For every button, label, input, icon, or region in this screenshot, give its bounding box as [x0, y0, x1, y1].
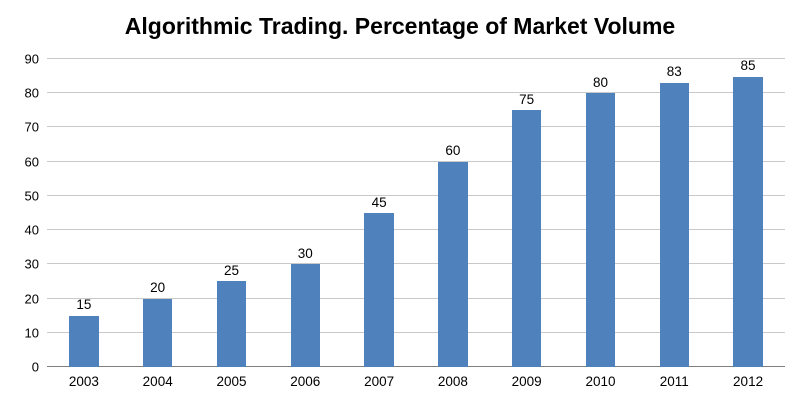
y-tick-label: 60 — [24, 154, 39, 170]
bar-value-label: 75 — [519, 91, 535, 107]
bar-slot: 80 — [564, 59, 638, 367]
bar — [585, 93, 616, 367]
bar-value-label: 85 — [740, 58, 756, 73]
horizontal-gridline — [47, 229, 785, 231]
bar-slot: 15 — [47, 59, 121, 367]
y-tick-label: 30 — [24, 256, 39, 272]
bar-value-label: 25 — [223, 262, 239, 278]
plot-area: 15 20 25 30 45 60 75 80 83 85 — [47, 58, 785, 367]
bar — [142, 298, 173, 367]
bar-slot: 25 — [195, 59, 269, 367]
bar-slot: 30 — [268, 59, 342, 367]
axis-corner — [13, 367, 47, 397]
y-tick-label: 0 — [31, 359, 39, 375]
x-tick-label: 2009 — [511, 374, 542, 389]
horizontal-gridline — [47, 58, 785, 59]
x-tick-label: 2007 — [364, 374, 395, 389]
x-tick-label: 2005 — [216, 374, 247, 389]
bar-value-label: 80 — [592, 74, 608, 90]
bar — [364, 213, 394, 367]
y-tick-label: 40 — [24, 222, 39, 238]
y-tick-label: 10 — [24, 325, 39, 341]
bar — [216, 281, 247, 367]
bar — [69, 315, 99, 367]
x-tick-label: 2006 — [290, 374, 321, 389]
horizontal-gridline — [47, 194, 785, 196]
y-axis: 0 10 20 30 40 50 60 70 80 90 — [13, 53, 47, 374]
horizontal-gridline — [47, 126, 785, 128]
bar — [659, 82, 690, 367]
x-tick-label: 2010 — [585, 374, 616, 389]
bar-value-label: 45 — [371, 194, 387, 210]
y-tick-label: 90 — [24, 51, 39, 67]
x-axis-line — [47, 366, 785, 367]
x-axis: 2003 2004 2005 2006 2007 2008 2009 2010 2011 2012 — [47, 367, 785, 397]
bar-value-label: 83 — [666, 64, 682, 80]
x-tick-label: 2012 — [733, 374, 764, 389]
y-tick-label: 20 — [24, 291, 39, 307]
x-tick-label: 2011 — [659, 374, 689, 389]
bar — [733, 76, 763, 367]
bar-slot: 75 — [490, 59, 564, 367]
x-tick-label: 2003 — [68, 374, 99, 389]
bar-slot: 45 — [342, 59, 416, 367]
horizontal-gridline — [47, 263, 785, 265]
y-tick-label: 70 — [24, 119, 39, 135]
bar-slot: 60 — [416, 59, 490, 367]
horizontal-gridline — [47, 331, 785, 333]
chart-title: Algorithmic Trading. Percentage of Marke… — [124, 13, 676, 39]
bar-slot: 85 — [711, 59, 785, 367]
chart-plot-region: 0 10 20 30 40 50 60 70 80 90 15 20 25 30 45 60 75 80 83 85… — [13, 53, 785, 397]
x-tick-label: 2008 — [437, 374, 468, 389]
bar — [511, 110, 542, 367]
bar-value-label: 20 — [150, 280, 166, 296]
bar-value-label: 15 — [76, 297, 92, 313]
bar-value-label: 60 — [445, 143, 461, 159]
x-tick-label: 2004 — [142, 374, 173, 389]
horizontal-gridline — [47, 160, 785, 162]
horizontal-gridline — [47, 92, 785, 94]
bar-slot: 83 — [637, 59, 711, 367]
bar-slot: 20 — [121, 59, 195, 367]
y-tick-label: 80 — [24, 85, 39, 101]
bars-group: 15 20 25 30 45 60 75 80 83 85 — [47, 59, 785, 367]
bar — [290, 264, 321, 367]
bar — [438, 161, 468, 367]
y-tick-label: 50 — [24, 188, 39, 204]
bar-value-label: 30 — [297, 245, 313, 261]
gridlines — [47, 58, 785, 367]
horizontal-gridline — [47, 297, 785, 299]
